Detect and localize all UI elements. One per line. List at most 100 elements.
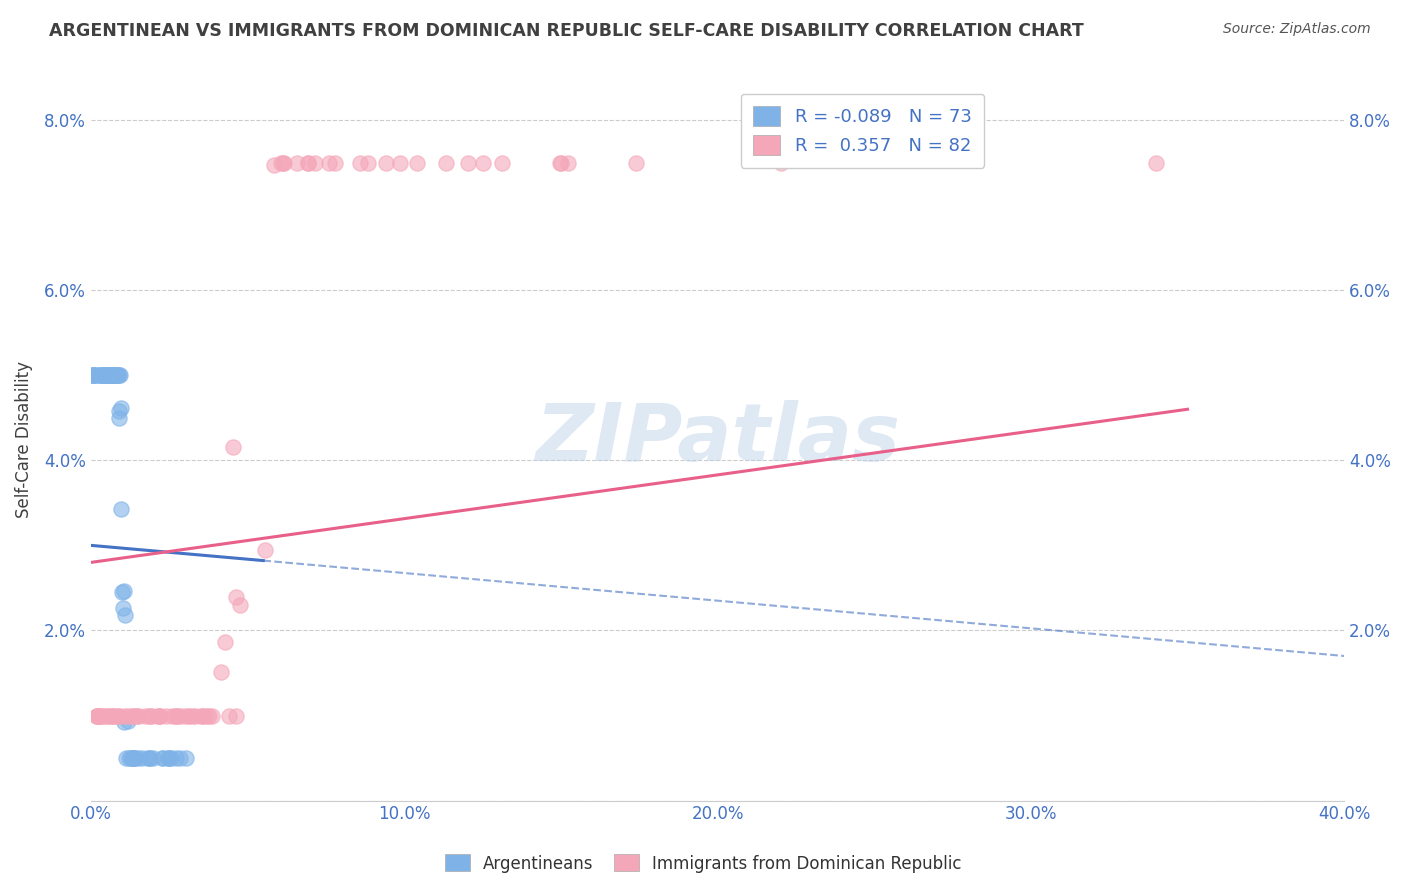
Point — [90, 368, 112, 383]
Point — [471, 155, 494, 169]
Point — [121, 751, 143, 765]
Point — [160, 751, 183, 765]
Point — [457, 155, 479, 169]
Point — [285, 155, 308, 169]
Point — [90, 708, 112, 723]
Point — [169, 751, 191, 765]
Point — [167, 708, 190, 723]
Point — [91, 368, 114, 383]
Point — [114, 715, 136, 730]
Point — [111, 585, 134, 599]
Point — [325, 155, 347, 169]
Point — [222, 440, 245, 454]
Point — [93, 368, 115, 383]
Point — [108, 404, 131, 418]
Point — [108, 368, 131, 383]
Point — [105, 368, 128, 383]
Point — [162, 708, 184, 723]
Point — [155, 708, 177, 723]
Point — [96, 368, 118, 383]
Point — [107, 368, 129, 383]
Point — [138, 708, 160, 723]
Point — [96, 708, 118, 723]
Point — [86, 708, 108, 723]
Point — [141, 708, 163, 723]
Point — [770, 155, 793, 169]
Point — [177, 708, 200, 723]
Point — [297, 155, 319, 169]
Point — [148, 708, 170, 723]
Point — [97, 368, 120, 383]
Point — [225, 590, 247, 604]
Point — [118, 751, 141, 765]
Point — [86, 708, 108, 723]
Point — [183, 708, 205, 723]
Point — [91, 368, 114, 383]
Point — [122, 751, 145, 765]
Point — [127, 751, 149, 765]
Point — [434, 155, 457, 169]
Point — [157, 751, 180, 765]
Point — [253, 543, 276, 558]
Point — [98, 708, 121, 723]
Point — [97, 368, 120, 383]
Point — [550, 155, 572, 169]
Point — [406, 155, 429, 169]
Point — [491, 155, 513, 169]
Point — [142, 751, 165, 765]
Point — [96, 368, 118, 383]
Point — [94, 368, 117, 383]
Point — [225, 708, 247, 723]
Point — [176, 751, 198, 765]
Point — [101, 368, 124, 383]
Point — [136, 751, 159, 765]
Point — [103, 368, 125, 383]
Point — [304, 155, 326, 169]
Point — [104, 368, 127, 383]
Point — [80, 368, 103, 383]
Point — [101, 368, 124, 383]
Point — [1144, 155, 1167, 169]
Point — [173, 708, 195, 723]
Point — [165, 708, 187, 723]
Point — [349, 155, 371, 169]
Point — [93, 368, 115, 383]
Point — [121, 751, 143, 765]
Point — [127, 708, 149, 723]
Legend: R = -0.089   N = 73, R =  0.357   N = 82: R = -0.089 N = 73, R = 0.357 N = 82 — [741, 94, 984, 168]
Point — [89, 368, 111, 383]
Point — [100, 368, 122, 383]
Point — [190, 708, 212, 723]
Point — [82, 368, 104, 383]
Point — [200, 708, 222, 723]
Point — [86, 708, 108, 723]
Point — [91, 708, 114, 723]
Point — [89, 708, 111, 723]
Point — [108, 411, 131, 425]
Point — [107, 708, 129, 723]
Point — [177, 708, 200, 723]
Point — [146, 708, 169, 723]
Point — [389, 155, 412, 169]
Text: Source: ZipAtlas.com: Source: ZipAtlas.com — [1223, 22, 1371, 37]
Point — [84, 368, 107, 383]
Text: ZIPatlas: ZIPatlas — [536, 400, 900, 478]
Point — [167, 708, 190, 723]
Point — [191, 708, 214, 723]
Point — [149, 708, 172, 723]
Point — [114, 708, 136, 723]
Y-axis label: Self-Care Disability: Self-Care Disability — [15, 360, 32, 517]
Point — [114, 751, 136, 765]
Point — [124, 708, 146, 723]
Point — [122, 708, 145, 723]
Point — [138, 751, 160, 765]
Point — [156, 751, 179, 765]
Point — [108, 368, 131, 383]
Point — [271, 155, 294, 169]
Point — [120, 751, 142, 765]
Point — [270, 155, 292, 169]
Point — [112, 584, 135, 599]
Point — [96, 368, 118, 383]
Point — [134, 708, 156, 723]
Point — [121, 751, 143, 765]
